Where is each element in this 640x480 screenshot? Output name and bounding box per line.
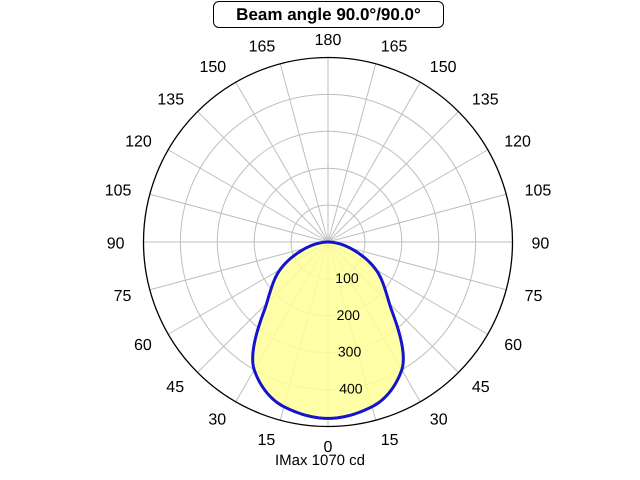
svg-text:75: 75: [525, 288, 543, 305]
svg-text:60: 60: [504, 337, 522, 354]
svg-text:150: 150: [430, 59, 457, 76]
svg-text:75: 75: [114, 288, 132, 305]
svg-text:200: 200: [337, 307, 361, 323]
svg-text:105: 105: [525, 183, 552, 200]
svg-text:135: 135: [472, 91, 499, 108]
svg-text:90: 90: [107, 235, 125, 252]
svg-text:15: 15: [258, 432, 276, 449]
svg-text:165: 165: [249, 39, 276, 56]
svg-text:45: 45: [472, 379, 490, 396]
svg-text:15: 15: [381, 432, 399, 449]
svg-text:30: 30: [208, 412, 226, 429]
svg-text:120: 120: [125, 134, 152, 151]
svg-text:300: 300: [338, 344, 362, 360]
svg-text:30: 30: [430, 412, 448, 429]
svg-text:60: 60: [134, 337, 152, 354]
svg-text:165: 165: [381, 39, 408, 56]
svg-text:400: 400: [339, 381, 363, 397]
svg-text:135: 135: [157, 91, 184, 108]
svg-text:90: 90: [532, 235, 550, 252]
svg-text:100: 100: [335, 270, 359, 286]
svg-text:105: 105: [105, 183, 132, 200]
svg-text:120: 120: [504, 134, 531, 151]
svg-text:45: 45: [166, 379, 184, 396]
svg-text:180: 180: [315, 32, 342, 49]
svg-text:150: 150: [199, 59, 226, 76]
